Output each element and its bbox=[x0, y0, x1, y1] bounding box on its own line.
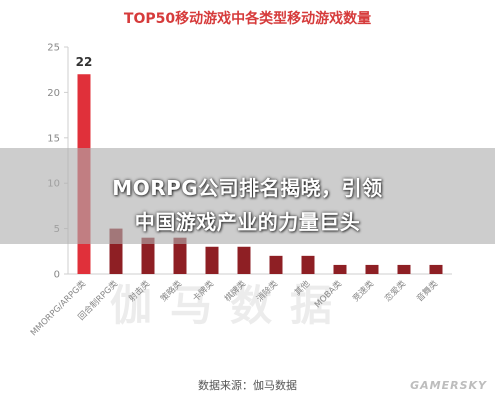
gamersky-watermark: GAMERSKY bbox=[410, 379, 487, 392]
x-tick-label: 策略类 bbox=[158, 278, 184, 304]
headline-line-2: 中国游戏产业的力量巨头 bbox=[134, 210, 361, 234]
bar bbox=[237, 246, 251, 274]
bar bbox=[365, 264, 379, 274]
x-tick-label: 音舞类 bbox=[414, 278, 440, 304]
bar bbox=[429, 264, 443, 274]
y-tick-label: 20 bbox=[47, 88, 60, 99]
x-tick-label: 卡牌类 bbox=[190, 278, 216, 304]
x-tick-label: 射击类 bbox=[126, 278, 152, 304]
headline-line-1: MORPG公司排名揭晓，引领 bbox=[112, 176, 383, 200]
bar bbox=[333, 264, 347, 274]
x-tick-label: 恋爱类 bbox=[382, 278, 408, 304]
bar bbox=[173, 237, 187, 274]
headline-banner bbox=[0, 148, 495, 244]
x-tick-label: 其他 bbox=[292, 278, 312, 298]
bar bbox=[397, 264, 411, 274]
bar bbox=[269, 255, 283, 274]
x-tick-label: 竞速类 bbox=[350, 278, 376, 304]
bar bbox=[301, 255, 315, 274]
x-tick-label: MOBA类 bbox=[312, 278, 344, 310]
bar bbox=[205, 246, 219, 274]
bar bbox=[141, 237, 155, 274]
y-tick-label: 0 bbox=[54, 270, 60, 281]
data-label: 22 bbox=[76, 55, 93, 69]
x-tick-label: 棋牌类 bbox=[222, 278, 248, 304]
source-note: 数据来源：伽马数据 bbox=[198, 379, 297, 392]
x-tick-label: MMORPG/ARPG类 bbox=[28, 278, 88, 338]
y-tick-label: 15 bbox=[47, 133, 60, 144]
y-tick-label: 25 bbox=[47, 43, 60, 54]
x-tick-label: 消除类 bbox=[254, 278, 280, 304]
background-watermark: 伽马数据 bbox=[110, 281, 351, 330]
chart-title: TOP50移动游戏中各类型移动游戏数量 bbox=[123, 11, 372, 27]
